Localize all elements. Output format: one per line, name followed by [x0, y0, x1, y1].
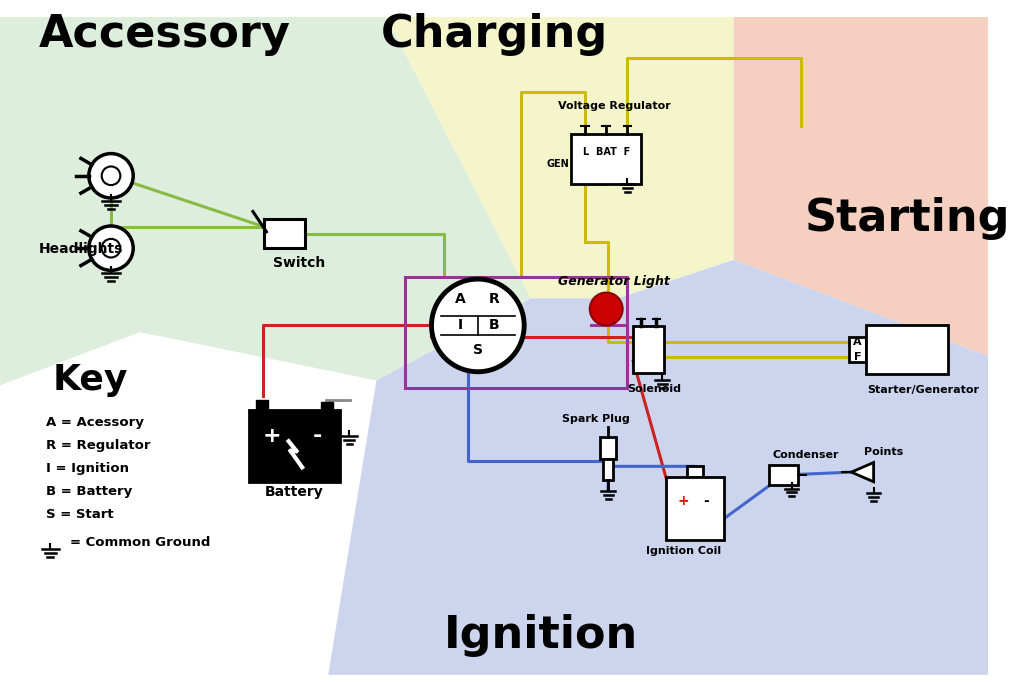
- Text: -: -: [312, 426, 322, 447]
- Polygon shape: [733, 16, 988, 356]
- Text: Accessory: Accessory: [39, 14, 291, 57]
- Circle shape: [431, 279, 524, 372]
- Text: Headlights: Headlights: [39, 242, 123, 256]
- Text: +: +: [262, 426, 281, 447]
- Bar: [666, 477, 724, 540]
- Text: A: A: [853, 337, 862, 347]
- Text: Key: Key: [53, 363, 128, 397]
- Circle shape: [590, 293, 623, 325]
- Text: R = Regulator: R = Regulator: [46, 439, 151, 452]
- Text: Points: Points: [864, 447, 903, 457]
- Bar: [633, 327, 665, 372]
- Bar: [600, 437, 615, 458]
- Polygon shape: [386, 16, 733, 299]
- Text: Starting: Starting: [805, 197, 1010, 240]
- Text: -: -: [703, 494, 710, 508]
- Circle shape: [101, 166, 121, 185]
- Text: B = Battery: B = Battery: [46, 486, 132, 499]
- Text: F: F: [854, 353, 861, 362]
- Text: L  BAT  F: L BAT F: [583, 147, 630, 157]
- Text: R: R: [488, 293, 500, 306]
- Bar: [406, 277, 628, 388]
- Bar: [769, 465, 799, 485]
- Text: I: I: [458, 318, 463, 332]
- Text: Ignition Coil: Ignition Coil: [646, 546, 721, 557]
- Polygon shape: [329, 260, 988, 675]
- Bar: [571, 134, 641, 184]
- Text: Ignition: Ignition: [443, 614, 638, 657]
- Text: B: B: [488, 318, 500, 332]
- Text: Charging: Charging: [381, 14, 608, 57]
- Bar: [687, 466, 702, 477]
- Text: I = Ignition: I = Ignition: [46, 462, 129, 475]
- Text: S: S: [473, 342, 483, 357]
- Circle shape: [89, 153, 133, 198]
- Bar: [321, 402, 333, 410]
- Text: Spark Plug: Spark Plug: [562, 414, 630, 424]
- Bar: [264, 219, 305, 248]
- Circle shape: [89, 226, 133, 270]
- Text: S = Start: S = Start: [46, 509, 114, 522]
- Polygon shape: [851, 462, 873, 481]
- Text: Generator Light: Generator Light: [558, 275, 670, 288]
- Text: Solenoid: Solenoid: [628, 384, 681, 394]
- Text: = Common Ground: = Common Ground: [70, 537, 210, 550]
- Text: A = Acessory: A = Acessory: [46, 416, 144, 429]
- Text: Condenser: Condenser: [772, 449, 839, 460]
- Text: +: +: [678, 494, 689, 508]
- Bar: [603, 458, 613, 480]
- Bar: [256, 400, 268, 410]
- Text: A: A: [455, 293, 466, 306]
- Text: GEN: GEN: [547, 159, 569, 169]
- Bar: [249, 410, 340, 482]
- Text: Voltage Regulator: Voltage Regulator: [558, 101, 671, 111]
- Bar: [849, 338, 866, 361]
- Polygon shape: [0, 16, 530, 385]
- Text: Switch: Switch: [273, 256, 326, 271]
- Text: Starter/Generator: Starter/Generator: [867, 385, 979, 395]
- Text: Battery: Battery: [265, 486, 324, 499]
- Circle shape: [101, 239, 121, 258]
- Bar: [866, 325, 948, 374]
